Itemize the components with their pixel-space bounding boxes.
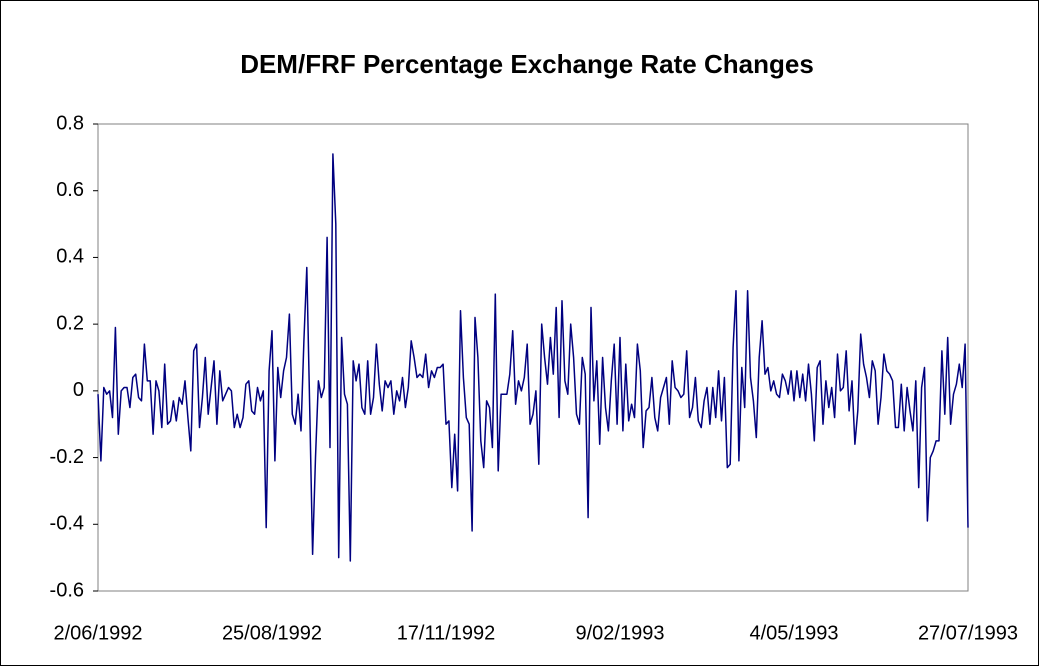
x-tick-label: 17/11/1992: [397, 622, 496, 644]
y-tick-label: 0.8: [56, 112, 84, 134]
x-tick-label: 27/07/1993: [918, 622, 1018, 644]
y-tick-label: 0.6: [56, 179, 84, 201]
x-tick-label: 25/08/1992: [222, 622, 322, 644]
y-tick-label: -0.4: [50, 513, 84, 535]
plot-area: [97, 123, 969, 592]
chart-title: DEM/FRF Percentage Exchange Rate Changes: [240, 49, 814, 79]
x-tick-label: 9/02/1993: [576, 622, 665, 644]
x-tick-label: 4/05/1993: [750, 622, 839, 644]
y-tick-label: 0: [73, 379, 84, 401]
y-tick-label: -0.2: [50, 446, 84, 468]
y-tick-label: -0.6: [50, 579, 84, 601]
y-tick-label: 0.2: [56, 312, 84, 334]
x-tick-label: 2/06/1992: [54, 622, 143, 644]
y-tick-label: 0.4: [56, 246, 84, 268]
data-line: [97, 153, 969, 562]
